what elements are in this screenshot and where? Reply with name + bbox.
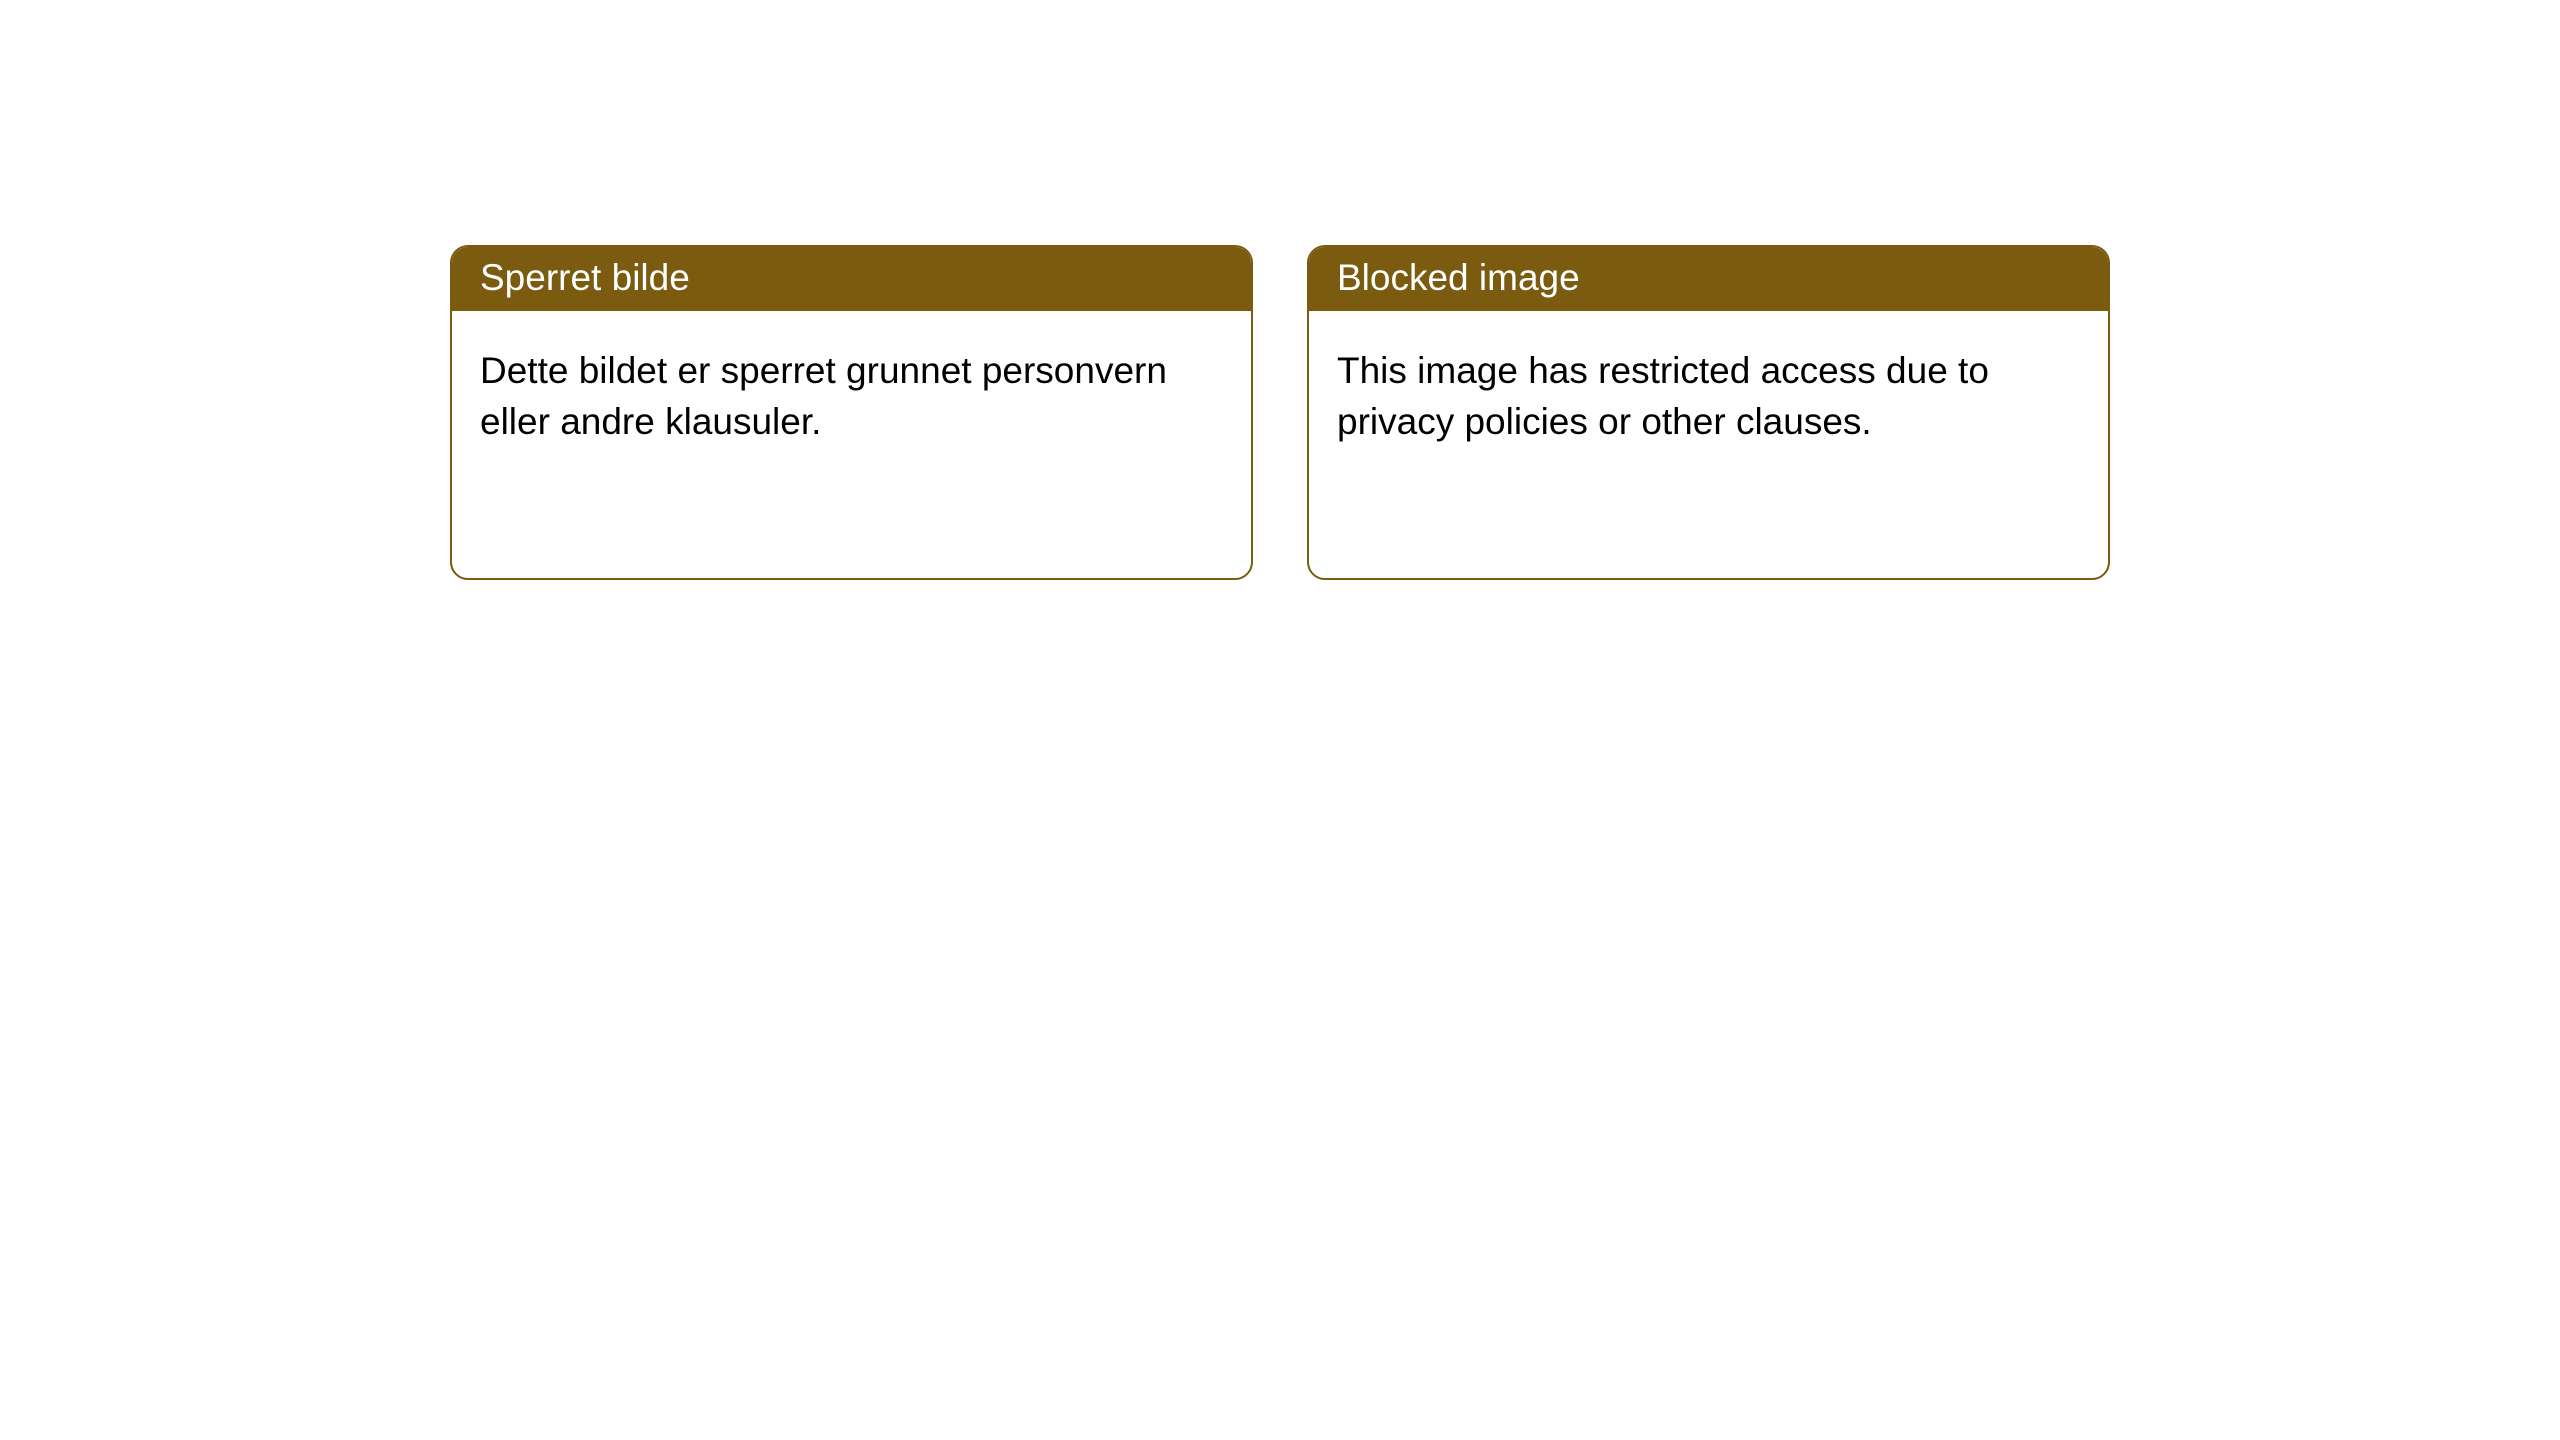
notice-body: Dette bildet er sperret grunnet personve… [452, 311, 1251, 481]
notices-container: Sperret bilde Dette bildet er sperret gr… [450, 245, 2110, 580]
notice-title: Blocked image [1337, 257, 1580, 298]
notice-title: Sperret bilde [480, 257, 690, 298]
notice-body-text: This image has restricted access due to … [1337, 350, 1989, 442]
notice-card-english: Blocked image This image has restricted … [1307, 245, 2110, 580]
notice-header: Blocked image [1309, 247, 2108, 311]
notice-card-norwegian: Sperret bilde Dette bildet er sperret gr… [450, 245, 1253, 580]
notice-body-text: Dette bildet er sperret grunnet personve… [480, 350, 1167, 442]
notice-body: This image has restricted access due to … [1309, 311, 2108, 481]
notice-header: Sperret bilde [452, 247, 1251, 311]
